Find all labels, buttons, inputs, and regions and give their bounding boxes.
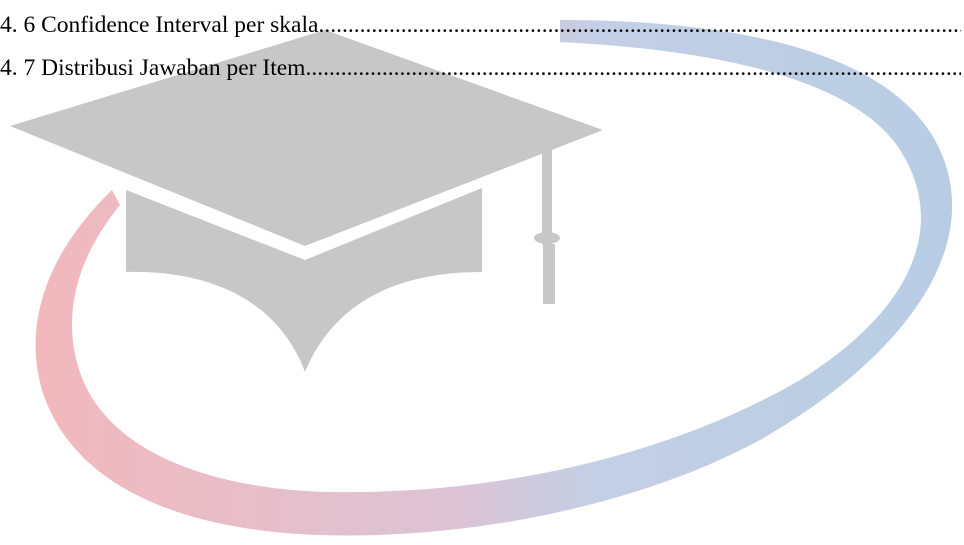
tassel-cord (542, 150, 552, 245)
toc-entry[interactable]: 4. 6 Confidence Interval per skala (0, 12, 961, 42)
cap-base (126, 188, 482, 372)
toc-entry-label: 4. 6 Confidence Interval per skala (0, 12, 319, 38)
swoosh-shape (35, 20, 953, 536)
tassel-knot (534, 232, 560, 244)
toc-dot-leader (318, 12, 961, 39)
toc-entry[interactable]: 4. 7 Distribusi Jawaban per Item (0, 55, 961, 85)
toc-dot-leader (305, 55, 961, 82)
tassel-end (543, 244, 555, 304)
mortarboard-cap (10, 30, 603, 372)
cap-board (10, 30, 603, 246)
toc-entry-label: 4. 7 Distribusi Jawaban per Item (0, 55, 306, 81)
